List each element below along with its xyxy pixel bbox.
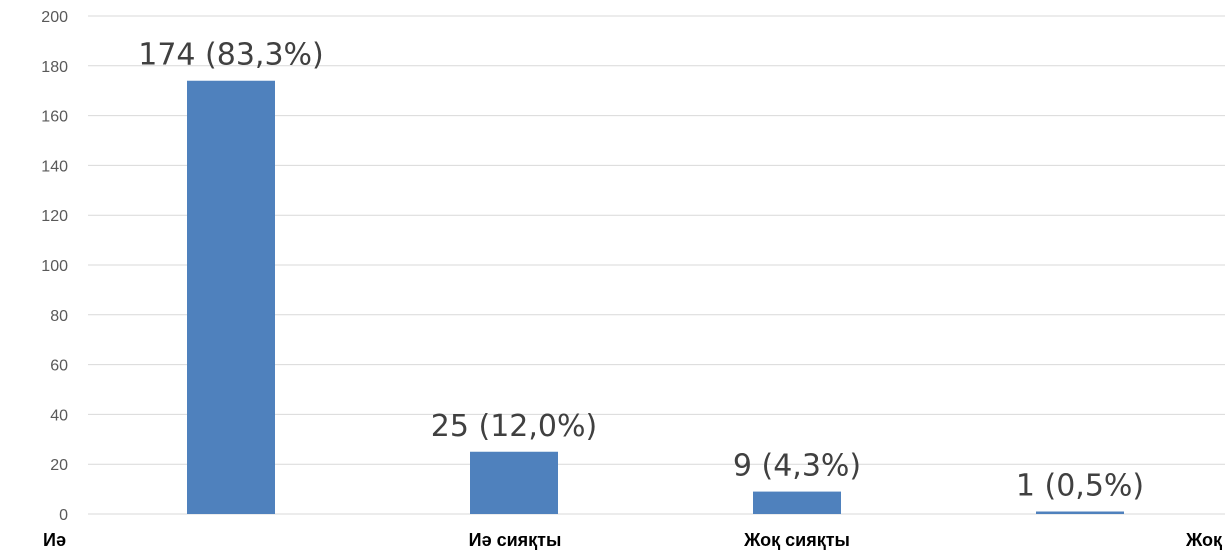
y-tick-label: 20 bbox=[50, 457, 68, 474]
data-labels: 174 (83,3%) 25 (12,0%) 9 (4,3%) 1 (0,5%) bbox=[138, 38, 1144, 504]
bar bbox=[1036, 511, 1124, 514]
x-category-label: Жоқ bbox=[1185, 530, 1223, 550]
y-tick-label: 80 bbox=[50, 308, 68, 325]
x-category-label: Иә bbox=[43, 530, 66, 550]
x-category-label: Иә сияқты bbox=[469, 530, 562, 550]
x-category-label: Жоқ сияқты bbox=[743, 530, 850, 550]
y-tick-label: 100 bbox=[41, 258, 68, 275]
y-tick-label: 160 bbox=[41, 109, 68, 126]
data-label: 9 (4,3%) bbox=[733, 449, 861, 484]
bar bbox=[753, 491, 841, 514]
y-tick-label: 0 bbox=[59, 507, 68, 524]
bars bbox=[187, 80, 1124, 515]
y-axis-ticks: 0 20 40 60 80 100 120 140 160 180 200 bbox=[41, 9, 68, 524]
y-tick-label: 120 bbox=[41, 208, 68, 225]
data-label: 174 (83,3%) bbox=[138, 38, 324, 73]
x-axis-categories: Иә Иә сияқты Жоқ сияқты Жоқ bbox=[43, 530, 1223, 550]
gridlines bbox=[88, 15, 1225, 515]
y-tick-label: 40 bbox=[50, 407, 68, 424]
y-tick-label: 140 bbox=[41, 158, 68, 175]
data-label: 25 (12,0%) bbox=[431, 409, 597, 444]
y-tick-label: 200 bbox=[41, 9, 68, 26]
y-tick-label: 180 bbox=[41, 59, 68, 76]
y-tick-label: 60 bbox=[50, 358, 68, 375]
bar bbox=[187, 80, 275, 515]
data-label: 1 (0,5%) bbox=[1016, 469, 1144, 504]
bar bbox=[470, 451, 558, 514]
